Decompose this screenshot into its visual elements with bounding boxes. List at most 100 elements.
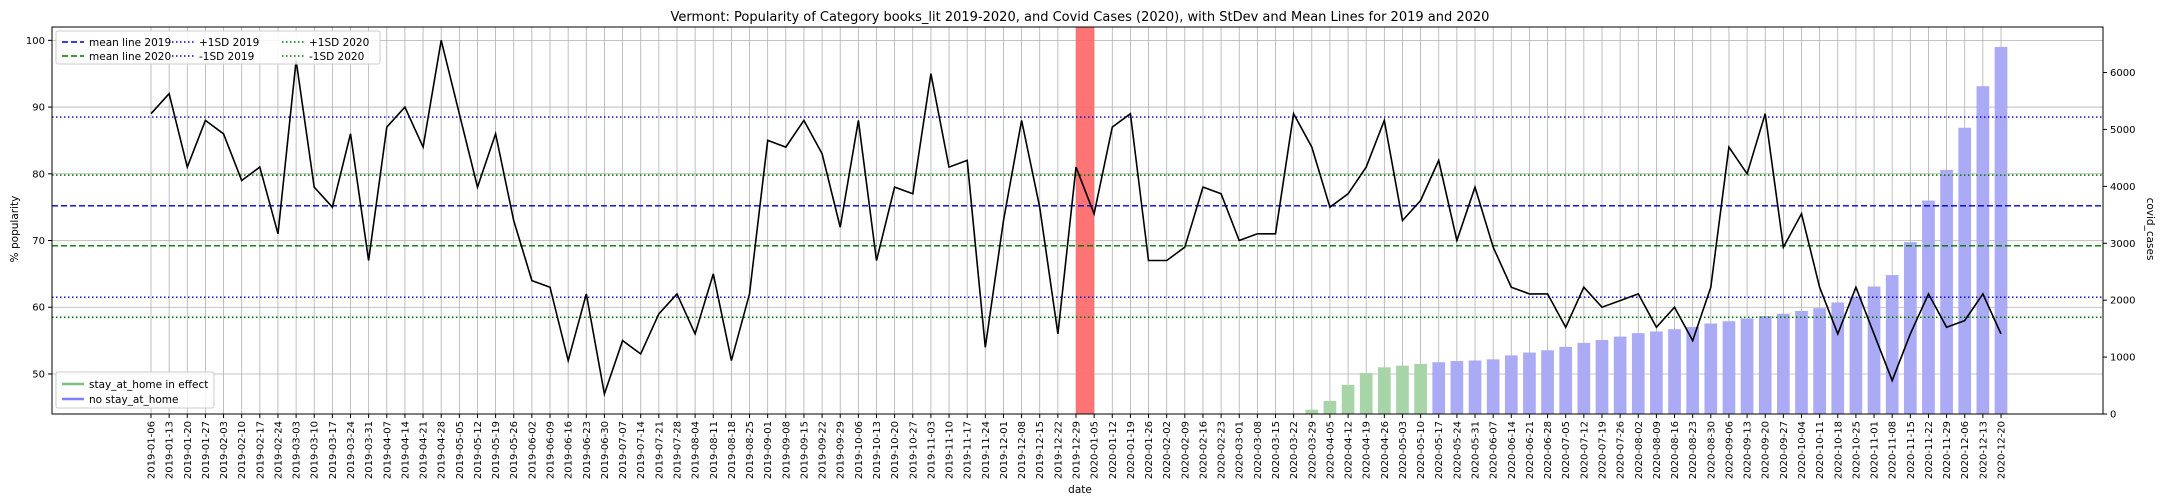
- covid-bar: [1994, 46, 2008, 414]
- x-tick-label: 2020-04-12: [1344, 421, 1355, 479]
- legend-label: -1SD 2020: [309, 51, 364, 63]
- x-tick-label: 2019-03-10: [310, 421, 321, 479]
- x-tick-label: 2019-11-24: [981, 421, 992, 479]
- covid-bar: [1613, 336, 1627, 414]
- x-tick-label: 2019-06-09: [546, 421, 557, 479]
- covid-bar: [1305, 409, 1319, 414]
- covid-bar: [1867, 286, 1881, 414]
- y-tick-label: 70: [32, 236, 45, 247]
- x-tick-label: 2020-05-10: [1416, 421, 1427, 479]
- x-tick-label: 2020-07-19: [1598, 421, 1609, 479]
- legend-label: +1SD 2020: [309, 37, 369, 49]
- chart-title: Vermont: Popularity of Category books_li…: [671, 10, 1490, 25]
- x-tick-label: 2020-02-02: [1162, 421, 1173, 479]
- x-tick-label: 2020-06-07: [1489, 421, 1500, 479]
- legend-bottom-box: [55, 371, 215, 409]
- x-tick-label: 2019-06-30: [600, 421, 611, 479]
- covid-bar: [1631, 333, 1645, 414]
- x-tick-label: 2020-10-18: [1833, 421, 1844, 479]
- x-tick-label: 2020-09-27: [1779, 421, 1790, 479]
- x-tick-label: 2020-06-21: [1525, 421, 1536, 479]
- plot-frame: [51, 26, 2104, 415]
- x-tick-label: 2019-09-22: [818, 421, 829, 479]
- x-tick-label: 2019-08-11: [709, 421, 720, 479]
- x-tick-label: 2019-04-28: [437, 421, 448, 479]
- x-tick-label: 2019-05-05: [455, 421, 466, 479]
- covid-bar: [1523, 352, 1536, 414]
- y-tick-label: 80: [32, 169, 45, 180]
- x-tick-label: 2019-06-02: [527, 421, 538, 479]
- x-tick-label: 2019-02-03: [219, 421, 230, 479]
- covid-bar: [1686, 326, 1700, 414]
- x-tick-label: 2020-08-09: [1652, 421, 1663, 479]
- covid-bar: [1504, 355, 1518, 414]
- covid-bar: [1922, 200, 1935, 414]
- x-tick-label: 2019-05-26: [509, 421, 520, 479]
- covid-bar: [1958, 127, 1972, 414]
- x-tick-label: 2020-04-05: [1325, 421, 1336, 479]
- x-tick-label: 2020-09-20: [1761, 421, 1772, 479]
- x-tick-label: 2019-07-21: [654, 421, 665, 479]
- x-tick-label: 2020-01-19: [1126, 421, 1137, 479]
- x-tick-label: 2020-11-22: [1924, 421, 1935, 479]
- x-tick-label: 2019-07-07: [618, 421, 629, 479]
- covid-bar: [1940, 169, 1953, 414]
- x-tick-label: 2020-03-08: [1253, 421, 1264, 479]
- x-tick-label: 2019-08-25: [745, 421, 756, 479]
- y2-axis-label: covid_cases: [2144, 198, 2156, 261]
- x-tick-label: 2020-03-22: [1289, 421, 1300, 479]
- x-tick-label: 2019-12-08: [1017, 421, 1028, 479]
- covid-bar: [1432, 362, 1446, 414]
- x-tick-label: 2020-09-13: [1743, 421, 1754, 479]
- x-tick-label: 2019-12-15: [1035, 421, 1046, 479]
- x-tick-label: 2019-02-17: [255, 421, 266, 479]
- covid-bar: [1468, 360, 1482, 414]
- x-tick-label: 2020-11-15: [1906, 421, 1917, 479]
- x-tick-label: 2020-02-16: [1199, 421, 1210, 479]
- x-tick-label: 2019-04-14: [400, 421, 411, 479]
- y2-tick-label: 4000: [2110, 182, 2135, 193]
- x-tick-label: 2020-02-09: [1180, 421, 1191, 479]
- y-tick-label: 90: [32, 103, 45, 114]
- covid-bar: [1813, 308, 1826, 414]
- x-tick-label: 2019-01-20: [183, 421, 194, 479]
- y2-tick-label: 3000: [2110, 239, 2135, 250]
- x-tick-label: 2020-08-30: [1706, 421, 1717, 479]
- covid-bar: [1486, 359, 1500, 414]
- covid-bar: [1577, 342, 1591, 414]
- x-tick-label: 2020-07-26: [1616, 421, 1627, 479]
- legend-label: no stay_at_home: [89, 394, 178, 406]
- x-tick-label: 2019-11-03: [926, 421, 937, 479]
- covid-bar: [1396, 365, 1409, 414]
- covid-bar: [1849, 296, 1863, 414]
- x-tick-label: 2020-05-17: [1434, 421, 1445, 479]
- x-tick-label: 2019-10-13: [872, 421, 883, 479]
- x-tick-label: 2019-03-03: [292, 421, 303, 479]
- y-tick-label: 60: [32, 303, 45, 314]
- x-tick-label: 2020-09-06: [1724, 421, 1735, 479]
- x-tick-label: 2020-08-16: [1670, 421, 1681, 479]
- x-tick-label: 2019-10-20: [890, 421, 901, 479]
- x-tick-label: 2019-01-13: [165, 421, 176, 479]
- legend-label: mean line 2019: [89, 37, 171, 49]
- y-tick-label: 100: [26, 36, 45, 47]
- x-tick-label: 2019-03-24: [346, 421, 357, 479]
- covid-bar: [1795, 310, 1808, 414]
- x-tick-label: 2019-06-16: [564, 421, 575, 479]
- legend-label: +1SD 2019: [199, 37, 259, 49]
- x-tick-label: 2019-02-24: [274, 421, 285, 479]
- covid-bar: [1976, 86, 1990, 414]
- x-tick-label: 2019-04-07: [382, 421, 393, 479]
- x-tick-label: 2019-10-27: [908, 421, 919, 479]
- covid-bar: [1668, 329, 1681, 414]
- x-tick-label: 2020-03-15: [1271, 421, 1282, 479]
- x-tick-label: 2019-11-17: [963, 421, 974, 479]
- popularity-line: [150, 40, 2002, 398]
- x-tick-label: 2019-02-10: [237, 421, 248, 479]
- y-axis-label: % popularity: [9, 196, 21, 263]
- x-axis-label: date: [1068, 484, 1092, 496]
- x-tick-label: 2020-05-31: [1471, 421, 1482, 479]
- covid-bar: [1885, 275, 1899, 414]
- x-tick-label: 2020-08-02: [1634, 421, 1645, 479]
